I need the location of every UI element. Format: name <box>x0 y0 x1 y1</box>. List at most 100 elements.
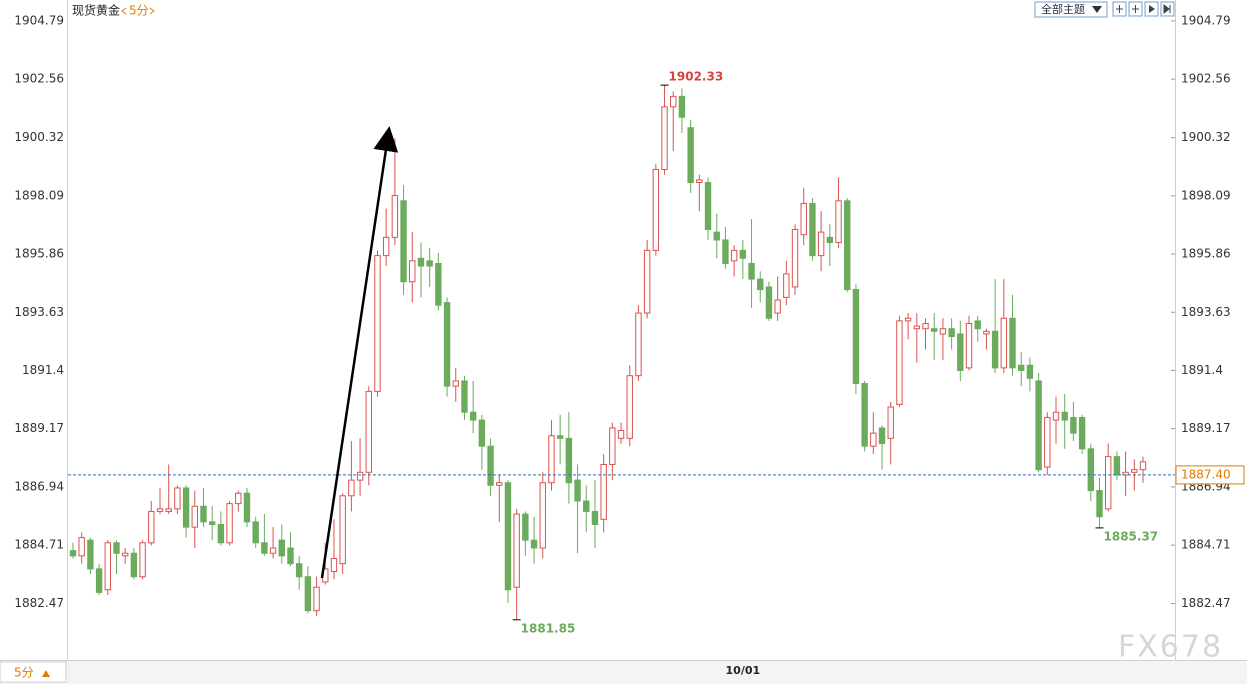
candle-body <box>287 547 294 565</box>
candle-body <box>730 249 738 262</box>
candle-body <box>95 568 103 593</box>
candle-body <box>757 278 764 291</box>
candle-body <box>452 380 459 387</box>
candle-body <box>957 333 964 371</box>
candle-body <box>278 539 285 557</box>
candle-body <box>174 487 181 510</box>
candle-body <box>922 322 929 330</box>
candle-body <box>696 179 703 184</box>
candle-body <box>478 419 486 447</box>
candle-body <box>826 236 834 244</box>
candle-body <box>269 547 277 554</box>
period-next[interactable] <box>149 7 155 15</box>
bottom-bar <box>0 660 1247 684</box>
candle-body <box>1087 448 1095 492</box>
y-tick-label: 1902.56 <box>14 72 64 86</box>
plot-area: 1904.79 1904.79 1902.56 1902.56 1900.32 1900.… <box>14 13 1230 677</box>
period-label: 5分 <box>129 4 149 18</box>
candle-body <box>870 432 877 447</box>
theme-button[interactable] <box>1034 1 1108 18</box>
y-tick-label: 1898.09 <box>14 188 64 202</box>
candle-body <box>1026 364 1034 379</box>
annotation-label: 1881.85 <box>521 621 576 635</box>
candle-body <box>722 239 729 264</box>
period-selector-arrow[interactable] <box>42 670 50 677</box>
y2-tick-label: 1889.17 <box>1181 421 1231 435</box>
theme-button-label[interactable]: 全部主题 <box>1041 2 1085 16</box>
candle-body <box>765 286 773 319</box>
candle-body <box>487 445 494 486</box>
candle-body <box>374 255 381 392</box>
end-icon <box>1163 3 1171 15</box>
period-selector-label[interactable]: 5分 <box>14 666 34 680</box>
candle-body <box>1105 456 1112 510</box>
candle-body <box>983 330 990 335</box>
candle-body <box>417 257 425 267</box>
candle-body <box>626 375 633 439</box>
candle-body <box>191 505 198 528</box>
candle-body <box>1139 461 1147 471</box>
candle-body <box>348 479 355 497</box>
y-tick-label: 1884.71 <box>14 538 64 552</box>
candle-body <box>295 563 303 578</box>
candle-body <box>878 427 886 445</box>
theme-button-arrow[interactable] <box>1092 6 1102 13</box>
candle-body <box>852 289 860 385</box>
candle-body <box>1078 416 1086 450</box>
candle-body <box>69 550 77 557</box>
candle-body <box>774 299 781 314</box>
candle-body <box>156 508 164 512</box>
candle-body <box>1052 411 1060 421</box>
candle-body <box>330 557 338 573</box>
y-tick-label: 1895.86 <box>14 247 64 261</box>
candle-body <box>600 463 607 520</box>
candle-body <box>548 435 555 484</box>
candle-body <box>1113 456 1121 476</box>
candle-body <box>939 328 947 335</box>
candle-body <box>791 229 799 288</box>
candle-body <box>409 260 416 283</box>
candle-body <box>226 503 233 544</box>
candle-body <box>113 542 120 554</box>
candle-body <box>504 482 512 591</box>
x-tick-label: 10/01 <box>726 664 761 677</box>
candle-body <box>887 406 894 439</box>
candle-body <box>931 328 938 332</box>
candle-body <box>591 510 599 526</box>
candle-body <box>217 524 225 544</box>
y2-tick-label: 1893.63 <box>1181 305 1231 319</box>
candle-body <box>1131 469 1138 473</box>
trend-arrow <box>320 126 399 579</box>
period-prev[interactable] <box>121 7 127 15</box>
candle-body <box>991 330 999 369</box>
chart-title: 现货黄金 <box>72 3 120 18</box>
candle-body <box>304 576 312 612</box>
candle-body <box>678 95 686 118</box>
candle-body <box>800 202 807 236</box>
candle-body <box>670 95 677 108</box>
candle-body <box>643 249 651 314</box>
candle-body <box>904 317 912 322</box>
candle-body <box>1000 317 1008 369</box>
candle-body <box>809 202 816 257</box>
candle-body <box>356 471 364 481</box>
candle-body <box>148 510 155 544</box>
candle-body <box>748 262 755 280</box>
candle-body <box>948 328 955 338</box>
candle-body <box>539 482 546 549</box>
candle-body <box>1061 411 1068 421</box>
candle-body <box>565 437 573 484</box>
candle-body <box>844 200 851 291</box>
watermark: FX678 <box>1118 630 1223 665</box>
y2-tick-label: 1902.56 <box>1181 72 1231 86</box>
candle-body <box>583 500 590 512</box>
candle-body <box>435 262 442 306</box>
candle-body <box>974 320 981 330</box>
candle-body <box>461 380 468 413</box>
candle-body <box>652 168 660 251</box>
candle-body <box>965 322 973 369</box>
candle-body <box>426 260 433 267</box>
candle-body <box>661 106 668 170</box>
candle-body <box>261 542 268 554</box>
